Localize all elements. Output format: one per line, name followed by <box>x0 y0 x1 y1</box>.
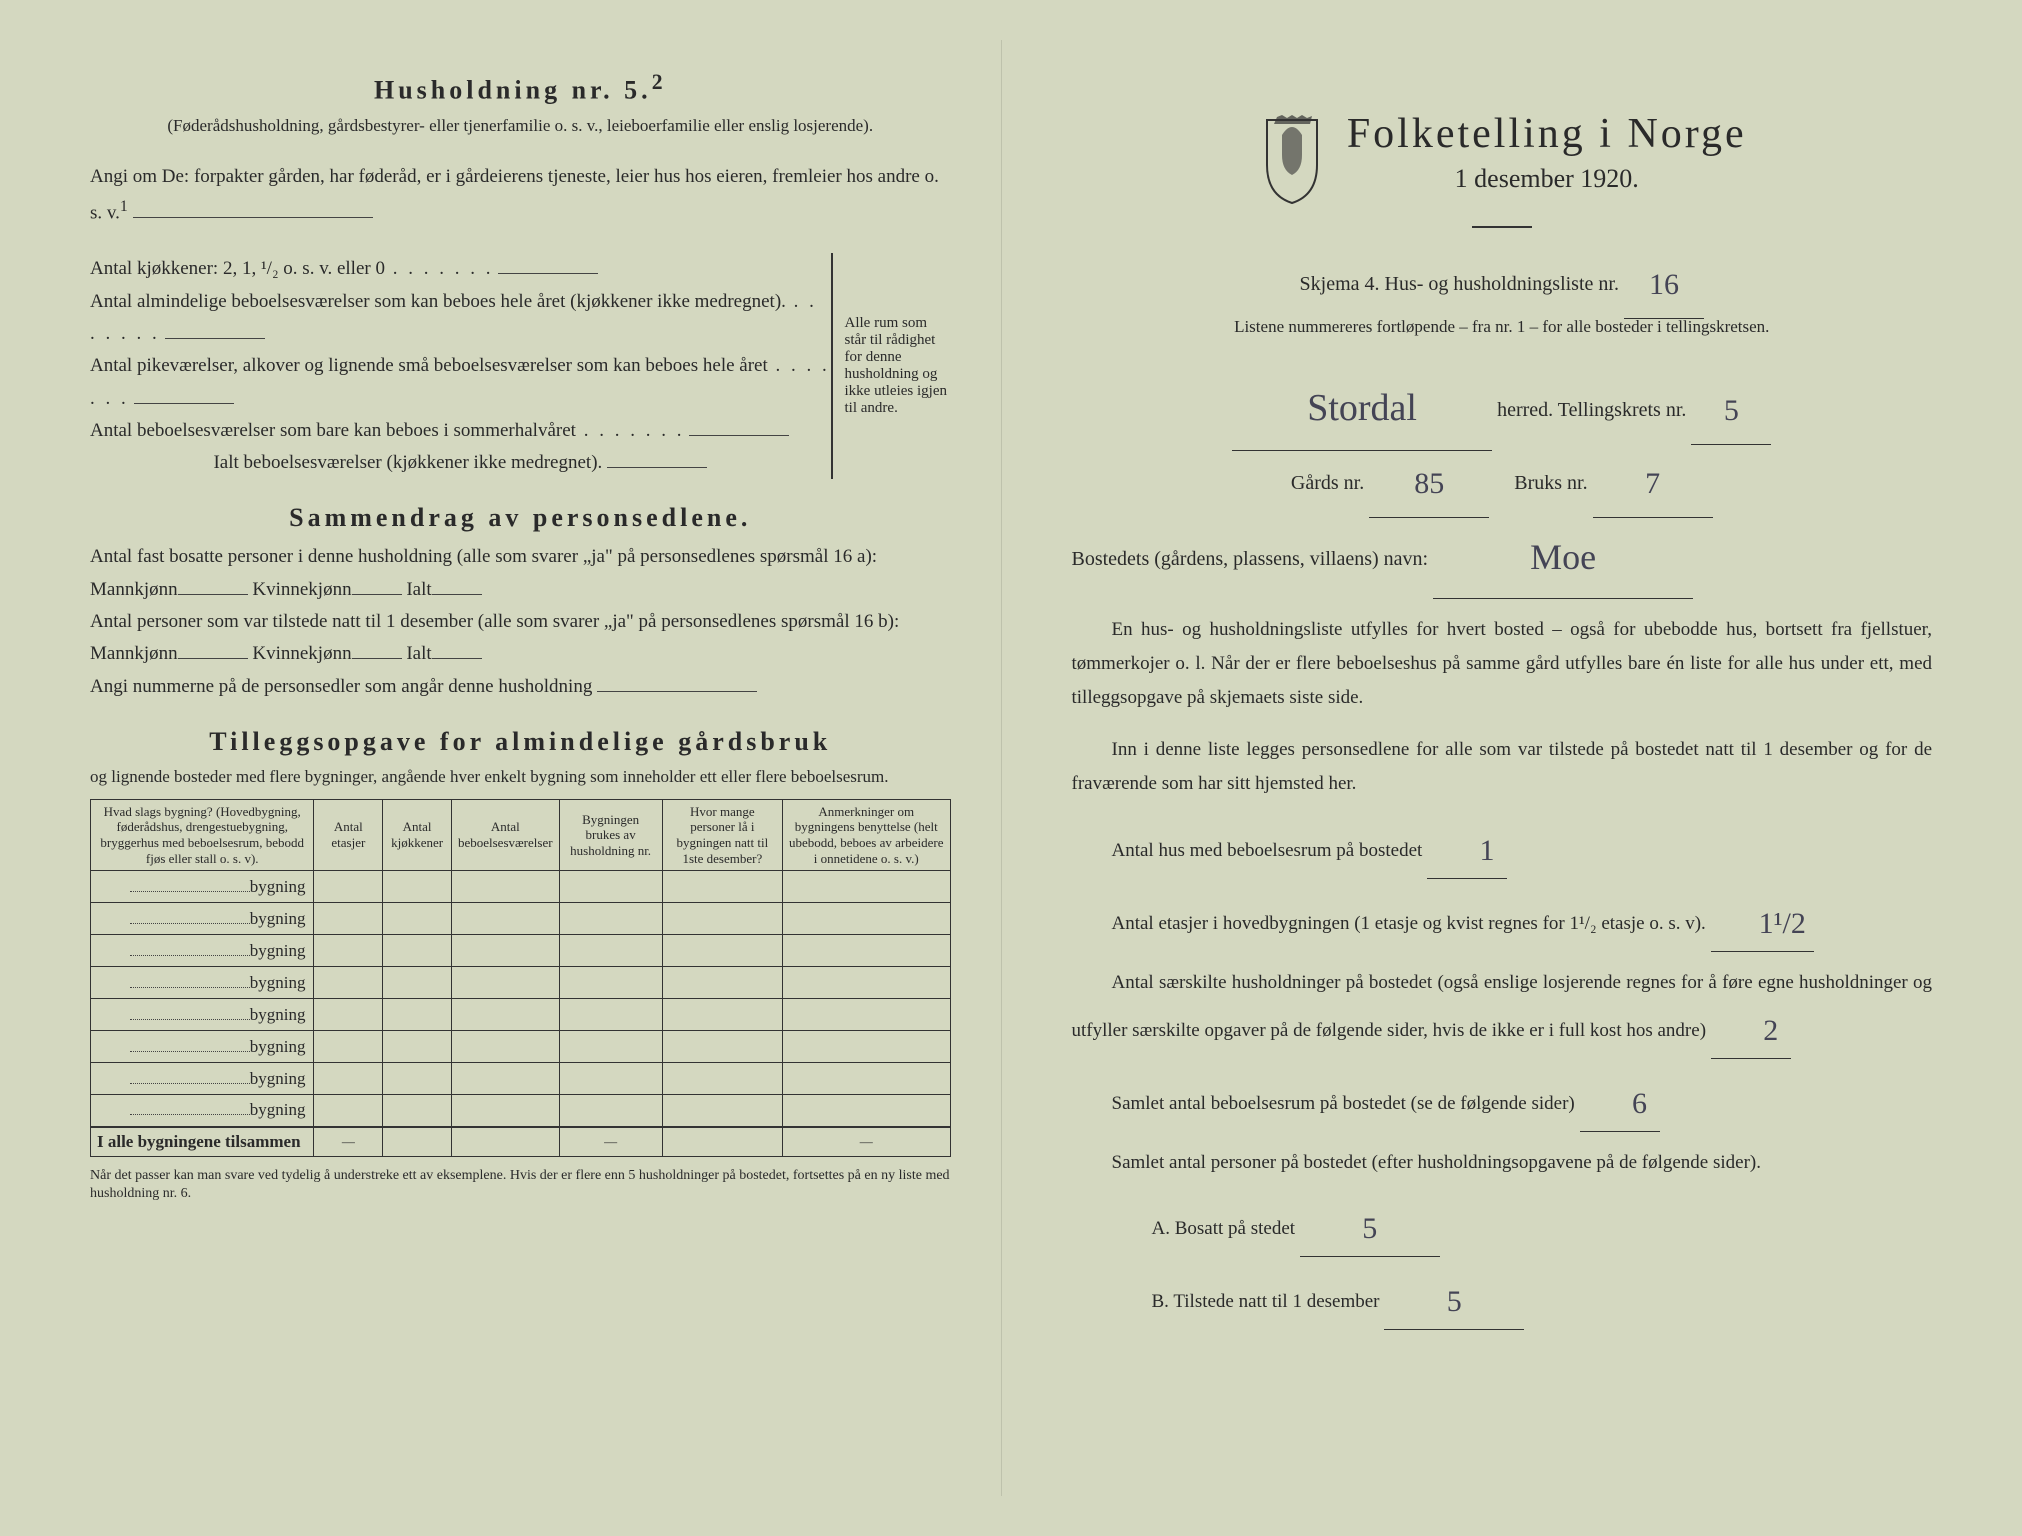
subtitle: 1 desember 1920. <box>1347 164 1747 194</box>
table-row: bygning <box>91 935 951 967</box>
col4: Antal beboelsesværelser <box>451 799 559 870</box>
heading-sub2: Angi om De: forpakter gården, har føderå… <box>90 161 951 229</box>
table-row: bygning <box>91 1031 951 1063</box>
qB-field: 5 <box>1384 1275 1524 1330</box>
coat-of-arms-icon <box>1257 115 1327 210</box>
table-row: bygning <box>91 999 951 1031</box>
bosted-line: Bostedets (gårdens, plassens, villaens) … <box>1072 514 1933 594</box>
title-header: Folketelling i Norge 1 desember 1920. <box>1072 110 1933 214</box>
qA-field: 5 <box>1300 1202 1440 1257</box>
divider <box>1472 226 1532 228</box>
rooms-total-line: Ialt beboelsesværelser (kjøkkener ikke m… <box>90 447 831 479</box>
col1: Hvad slags bygning? (Hovedbygning, føder… <box>91 799 314 870</box>
gards-line: Gårds nr. 85 Bruks nr. 7 <box>1072 447 1933 514</box>
right-page: Folketelling i Norge 1 desember 1920. Sk… <box>1002 40 1983 1496</box>
kitchens-line: Antal kjøkkener: 2, 1, ¹/₂ o. s. v. elle… <box>90 253 831 285</box>
q1-line: Antal hus med beboelsesrum på bostedet 1 <box>1072 820 1933 875</box>
qB-line: B. Tilstede natt til 1 desember 5 <box>1072 1271 1933 1326</box>
col5: Bygningen brukes av husholdning nr. <box>559 799 662 870</box>
footnote: Når det passer kan man svare ved tydelig… <box>90 1167 951 1203</box>
table-row: bygning <box>91 1063 951 1095</box>
table-row: bygning <box>91 967 951 999</box>
heading-sub1: (Føderådshusholdning, gårdsbestyrer- ell… <box>90 114 951 138</box>
rooms-brace-section: Antal kjøkkener: 2, 1, ¹/₂ o. s. v. elle… <box>90 253 951 479</box>
rooms1-line: Antal almindelige beboelsesværelser som … <box>90 286 831 351</box>
list-nr-field: 16 <box>1624 252 1704 319</box>
q4-field: 6 <box>1580 1077 1660 1132</box>
herred-line: Stordal herred. Tellingskrets nr. 5 <box>1072 363 1933 448</box>
para1: En hus- og husholdningsliste utfylles fo… <box>1072 613 1933 716</box>
table-row: bygning <box>91 871 951 903</box>
krets-field: 5 <box>1691 378 1771 445</box>
q1-field: 1 <box>1427 824 1507 879</box>
rooms3-line: Antal beboelsesværelser som bare kan beb… <box>90 415 831 447</box>
para2: Inn i denne liste legges personsedlene f… <box>1072 733 1933 801</box>
brace-text: Alle rum som står til rådighet for denne… <box>831 253 951 479</box>
herred-field: Stordal <box>1232 367 1492 452</box>
col3: Antal kjøkkener <box>383 799 452 870</box>
q4-line: Samlet antal beboelsesrum på bostedet (s… <box>1072 1073 1933 1128</box>
q2-field: 1¹/2 <box>1711 897 1814 952</box>
q3-line: Antal særskilte husholdninger på bostede… <box>1072 966 1933 1055</box>
main-title: Folketelling i Norge <box>1347 110 1747 158</box>
qA-line: A. Bosatt på stedet 5 <box>1072 1198 1933 1253</box>
tillegg-sub: og lignende bosteder med flere bygninger… <box>90 765 951 789</box>
bosted-field: Moe <box>1433 518 1693 598</box>
listene-note: Listene nummereres fortløpende – fra nr.… <box>1072 315 1933 339</box>
building-table: Hvad slags bygning? (Hovedbygning, føder… <box>90 799 951 1157</box>
col6: Hvor mange personer lå i bygningen natt … <box>662 799 782 870</box>
household-heading: Husholdning nr. 5.2 <box>90 70 951 106</box>
summary-line3: Angi nummerne på de personsedler som ang… <box>90 671 951 703</box>
summary-line2: Antal personer som var tilstede natt til… <box>90 606 951 671</box>
tillegg-heading: Tilleggsopgave for almindelige gårdsbruk <box>90 727 951 757</box>
q5-line: Samlet antal personer på bostedet (efter… <box>1072 1146 1933 1180</box>
table-row: bygning <box>91 903 951 935</box>
summary-heading: Sammendrag av personsedlene. <box>90 503 951 533</box>
q3-field: 2 <box>1711 1004 1791 1059</box>
bruks-field: 7 <box>1593 451 1713 518</box>
skjema-line: Skjema 4. Hus- og husholdningsliste nr. … <box>1072 248 1933 315</box>
col2: Antal etasjer <box>314 799 383 870</box>
gards-field: 85 <box>1369 451 1489 518</box>
summary-line1: Antal fast bosatte personer i denne hush… <box>90 541 951 606</box>
q2-line: Antal etasjer i hovedbygningen (1 etasje… <box>1072 893 1933 948</box>
left-page: Husholdning nr. 5.2 (Føderådshusholdning… <box>40 40 1002 1496</box>
table-row: bygning <box>91 1095 951 1127</box>
col7: Anmerkninger om bygningens benyttelse (h… <box>783 799 951 870</box>
table-total-row: I alle bygningene tilsammen ——— <box>91 1127 951 1157</box>
rooms2-line: Antal pikeværelser, alkover og lignende … <box>90 350 831 415</box>
